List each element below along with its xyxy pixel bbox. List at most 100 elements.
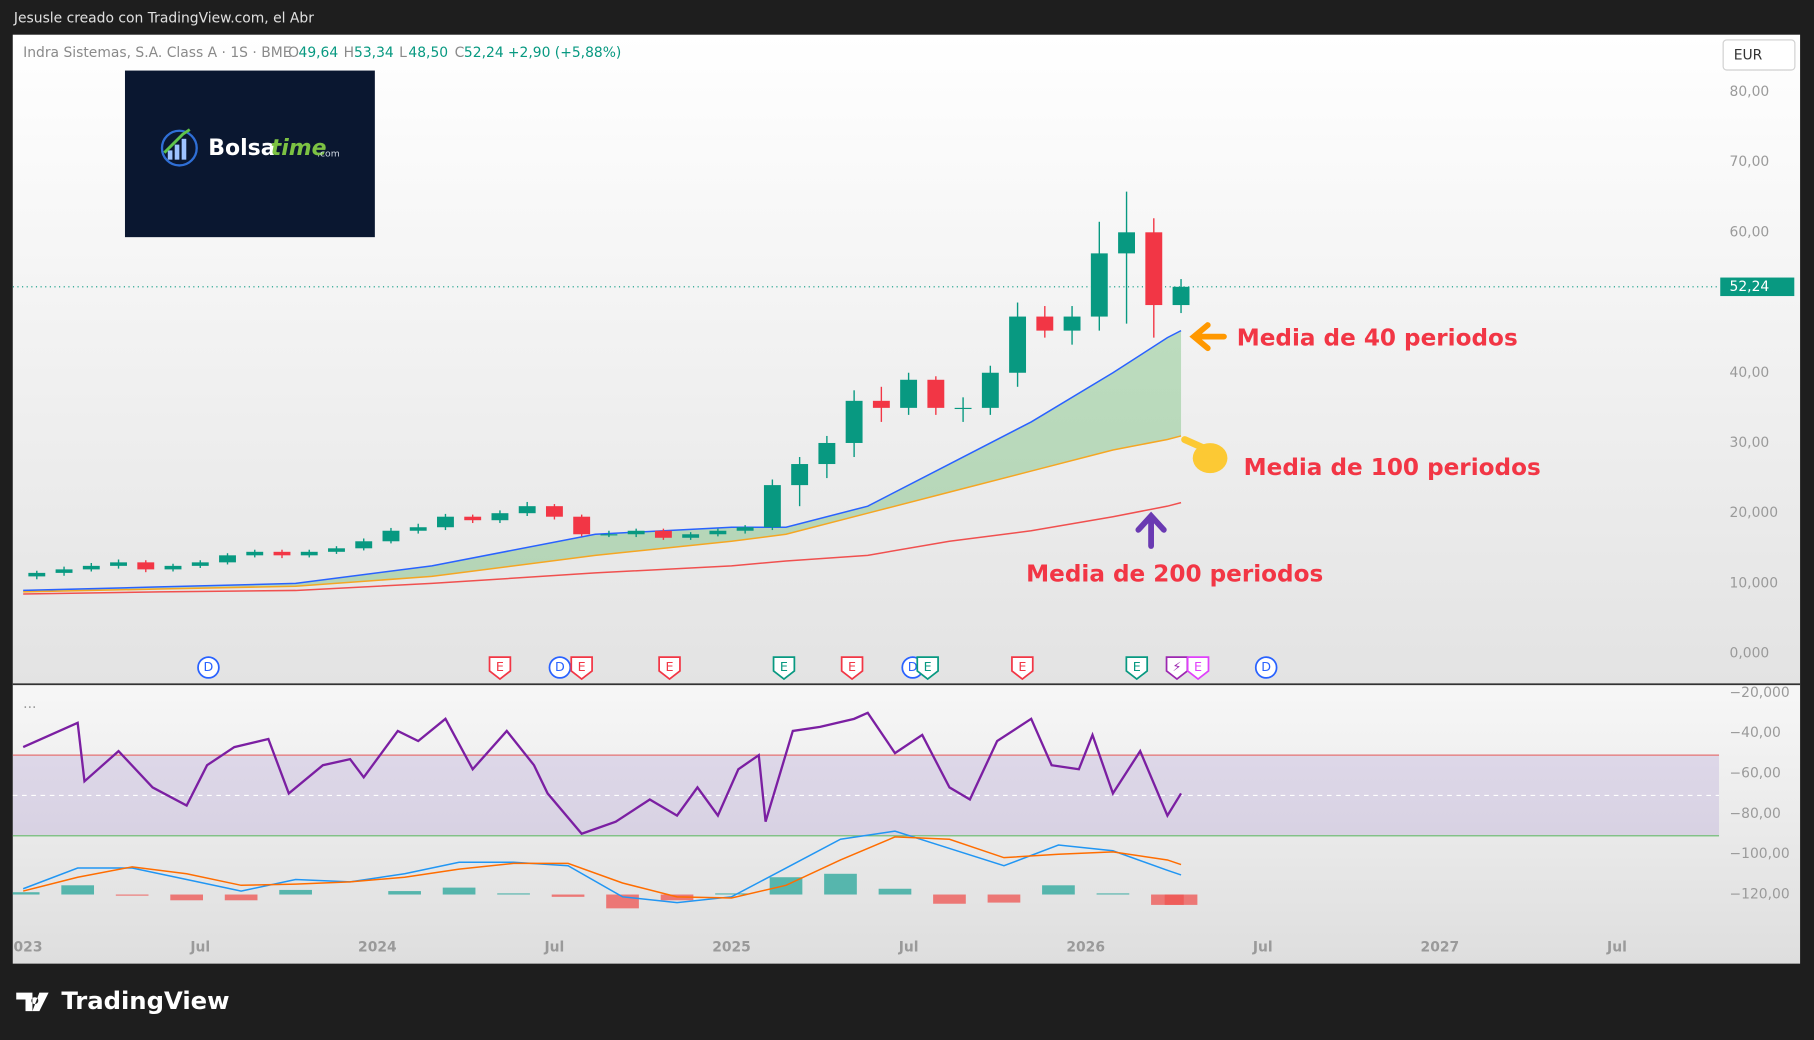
moving-average [23,501,1182,595]
candle-body [110,562,127,566]
x-tick-label: 2024 [358,939,397,955]
ma-fill [23,330,1182,592]
candle-body [437,516,454,528]
candle-body [382,530,400,542]
annotation: Media de 200 periodos [1026,561,1323,587]
candle-body [1063,316,1081,331]
event-label: D [1261,659,1271,674]
event-badge [570,656,593,681]
macd-histogram [115,894,149,896]
candle-body [654,530,672,538]
ohlc-key: H [344,45,354,61]
event-badge [1186,656,1210,681]
macd-histogram [1096,893,1130,895]
currency-box[interactable] [1722,39,1796,71]
y-tick-label: 10,000 [1730,575,1779,591]
candle-body [55,569,73,573]
currency[interactable]: EUR [1734,48,1763,64]
indicator-menu[interactable]: ··· [23,700,36,716]
events: D E D E E E E D E E E ⚡ E D [197,656,1278,681]
candle-body [900,379,918,408]
macd-histogram [61,885,95,895]
macd-histogram [388,891,421,895]
symbol: Indra Sistemas, S.A. Class A · 1S · BME [23,45,291,61]
event-label: D [555,659,565,674]
ohlc-key: O [288,45,299,61]
logo-icon [160,128,198,167]
candle-body [736,527,754,531]
candle-body [818,442,836,465]
candle-body [573,516,591,535]
candle-body [627,530,645,535]
candle-body [355,541,373,549]
macd-histogram [442,887,476,895]
annotation-arrows [1135,322,1228,549]
x-tick-label: Jul [898,939,919,955]
event-badge [1011,656,1034,681]
x-tick-label: 2025 [712,939,751,955]
logo-box [124,70,375,238]
candle-body [1172,286,1190,306]
last-price-tag: 52,24 [1720,277,1795,297]
x-tick-label: Jul [544,939,565,955]
y-tick-label: 70,00 [1730,154,1770,170]
event-label: E [1194,659,1202,674]
candle-body [246,551,264,556]
candle-body [273,551,291,556]
moving-average [23,435,1182,593]
event-label: E [1133,659,1141,674]
candle-body [518,506,536,514]
candle-body [491,513,509,521]
macd-histogram [279,889,312,895]
candle-body [763,485,781,528]
candle-body [1118,232,1135,254]
event-badge [1125,656,1149,681]
ohlc-value: 49,64 [299,45,339,61]
y-tick-label: 60,00 [1730,224,1770,240]
candle-body [709,530,727,535]
macd-histogram [497,893,530,895]
footer-logo [16,992,49,1012]
event-label: E [780,659,788,674]
candle-body [219,555,236,563]
macd-histogram [224,894,258,901]
macd-histogram [170,894,203,901]
y2-tick-label: −60,00 [1730,766,1781,782]
event-label: E [666,659,674,674]
candle-body [845,400,863,443]
candle-body [600,534,618,536]
event-label: E [578,659,586,674]
candle-body [409,527,427,531]
annotation: Media de 100 periodos [1244,455,1541,481]
footer-brand: TradingView [61,986,229,1015]
ohlc-key: C [455,45,465,61]
macd-histogram [933,894,966,904]
x-tick-label: 2027 [1421,939,1460,955]
candle-body [1145,232,1163,306]
last-price-box [1720,277,1795,297]
logo-text: time [271,136,327,161]
candle-body [981,372,999,408]
y2-tick-label: −100,00 [1730,846,1790,862]
macd-histogram [987,894,1021,903]
event-badge [658,656,681,681]
event-label: D [908,659,918,674]
rsi-line [22,711,1183,836]
macd-histogram [1042,885,1075,895]
candle-body [1009,316,1027,373]
macd-histogram [824,873,857,895]
y-tick-label: 20,000 [1730,505,1779,521]
macd-histogram [551,894,585,897]
event-label: E [848,659,856,674]
moving-average [23,329,1182,592]
y2-tick-label: −80,00 [1730,806,1781,822]
macd-histogram [12,892,40,895]
event-badge [548,656,572,679]
candle-body [164,565,182,570]
candle-body [954,407,972,410]
indicators [12,711,1720,909]
candle-body [927,379,945,408]
y-tick-label: 80,00 [1730,84,1770,100]
candle-body [191,562,209,566]
